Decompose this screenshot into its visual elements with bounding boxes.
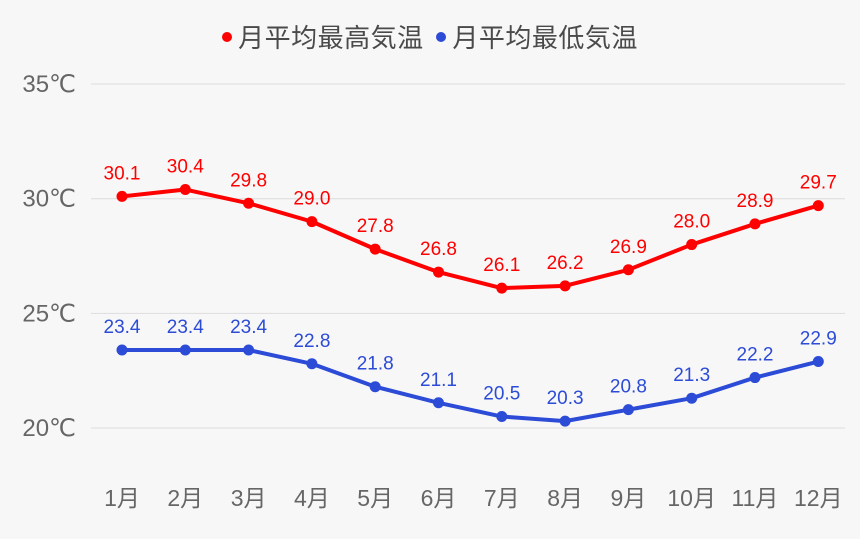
x-tick-label: 8月 [547, 485, 583, 511]
series-layer: 30.1 30.4 29.8 29.0 27.8 26.8 26.1 26.2 26.9 28.0… [104, 157, 837, 427]
data-point[interactable] [179, 184, 191, 196]
series-line [121, 187, 819, 291]
data-label: 20.3 [547, 388, 584, 409]
data-point[interactable] [369, 381, 381, 393]
data-label: 27.8 [357, 216, 394, 237]
data-label: 30.1 [104, 163, 141, 184]
data-label: 22.9 [800, 329, 837, 350]
data-point[interactable] [179, 344, 191, 356]
data-label: 28.0 [673, 212, 710, 233]
data-label: 21.1 [420, 370, 457, 391]
x-axis-labels: 1月 2月 3月 4月 5月 6月 7月 8月 9月 10月 11月 12月 [104, 485, 842, 511]
legend-dot-low-icon [436, 31, 447, 42]
x-tick-label: 7月 [484, 485, 520, 511]
x-tick-label: 11月 [732, 485, 779, 511]
data-label: 23.4 [230, 317, 267, 338]
x-tick-label: 10月 [667, 485, 716, 511]
data-point[interactable] [243, 197, 255, 209]
data-label: 23.4 [167, 317, 204, 338]
data-label: 22.8 [293, 331, 330, 352]
data-point[interactable] [433, 397, 444, 409]
data-label: 28.9 [737, 191, 774, 212]
x-tick-label: 4月 [294, 485, 330, 511]
data-label: 23.4 [104, 317, 141, 338]
y-tick-label: 35℃ [22, 71, 76, 98]
x-tick-label: 5月 [357, 485, 393, 511]
chart-legend: 月平均最高気温 月平均最低気温 [0, 18, 860, 55]
data-label: 29.8 [230, 170, 267, 191]
y-tick-label: 20℃ [22, 415, 76, 442]
data-point[interactable] [812, 356, 824, 368]
data-label: 20.8 [610, 377, 647, 398]
data-point[interactable] [496, 411, 508, 423]
series-line [122, 348, 819, 424]
series-low: 23.4 23.4 23.4 22.8 21.8 21.1 20.5 20.3 20.8 21.3… [104, 317, 837, 427]
data-point[interactable] [243, 344, 255, 356]
data-point[interactable] [622, 264, 634, 276]
data-point[interactable] [559, 280, 571, 292]
data-point[interactable] [306, 216, 318, 228]
data-point[interactable] [369, 243, 381, 255]
data-point[interactable] [116, 190, 128, 202]
y-axis-labels: 20℃ 25℃ 30℃ 35℃ [22, 71, 76, 442]
legend-dot-high-icon [222, 31, 233, 42]
x-tick-label: 9月 [611, 485, 647, 511]
legend-label-low: 月平均最低気温 [452, 24, 638, 54]
data-label: 29.0 [293, 189, 330, 210]
series-high: 30.1 30.4 29.8 29.0 27.8 26.8 26.1 26.2 26.9 28.0… [104, 157, 837, 294]
grid-lines [91, 83, 845, 429]
data-point[interactable] [622, 404, 634, 416]
legend-item-low[interactable]: 月平均最低気温 [436, 18, 638, 55]
data-label: 26.9 [610, 237, 647, 258]
data-point[interactable] [686, 239, 698, 251]
data-point[interactable] [116, 344, 128, 356]
data-label: 22.2 [737, 345, 774, 366]
y-tick-label: 25℃ [22, 300, 76, 327]
data-label: 21.3 [673, 365, 710, 386]
x-tick-label: 6月 [421, 485, 457, 511]
data-point[interactable] [686, 392, 698, 404]
data-point[interactable] [749, 372, 761, 384]
data-point[interactable] [559, 415, 571, 427]
data-label: 29.7 [800, 173, 837, 194]
x-tick-label: 3月 [231, 485, 267, 511]
x-tick-label: 1月 [104, 485, 140, 511]
data-point[interactable] [433, 266, 444, 278]
y-tick-label: 30℃ [22, 186, 76, 213]
data-point[interactable] [496, 282, 508, 294]
data-label: 26.2 [547, 253, 584, 274]
data-label: 21.8 [357, 354, 394, 375]
data-point[interactable] [306, 358, 318, 370]
data-label: 26.1 [483, 255, 520, 276]
data-label: 20.5 [483, 384, 520, 405]
legend-item-high[interactable]: 月平均最高気温 [222, 18, 424, 55]
data-label: 26.8 [420, 239, 457, 260]
data-point[interactable] [749, 218, 761, 230]
data-label: 30.4 [167, 157, 204, 178]
data-point[interactable] [812, 200, 824, 212]
x-tick-label: 2月 [167, 485, 203, 511]
legend-label-high: 月平均最高気温 [238, 24, 424, 54]
x-tick-label: 12月 [794, 485, 843, 511]
